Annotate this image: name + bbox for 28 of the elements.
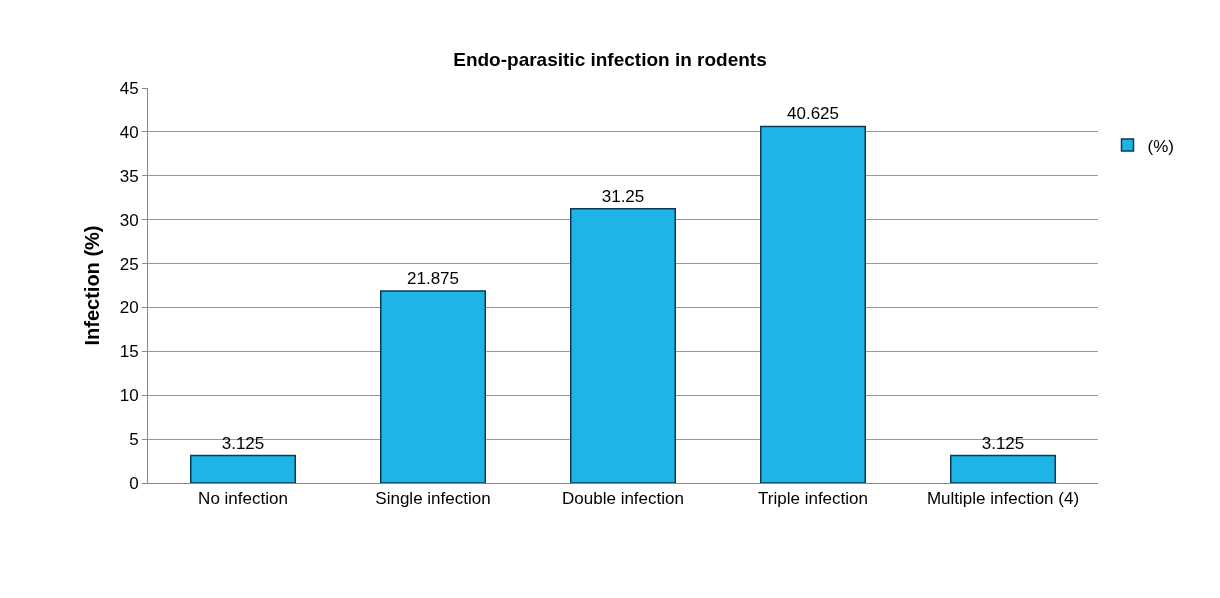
x-tick-label: Double infection (562, 489, 684, 509)
data-label: 31.25 (601, 186, 645, 206)
bar (380, 290, 486, 483)
data-label: 21.875 (407, 268, 459, 288)
y-tick-label: 0 (129, 473, 139, 493)
y-axis-title: Infection (%) (81, 225, 104, 346)
chart-title: Endo-parasitic infection in rodents (453, 49, 767, 71)
data-label: 3.125 (221, 433, 265, 453)
y-tick-label: 45 (119, 78, 139, 98)
x-tick-label: Single infection (375, 489, 491, 509)
bar (950, 454, 1056, 483)
bar (570, 207, 676, 483)
y-tick-label: 15 (119, 342, 139, 362)
y-tick-label: 35 (119, 166, 139, 186)
x-tick-label: Triple infection (758, 489, 868, 509)
y-tick-label: 20 (119, 298, 139, 318)
legend-label: (%) (1147, 136, 1174, 156)
x-tick-label: No infection (198, 489, 288, 509)
y-tick-label: 10 (119, 386, 139, 406)
bar (190, 454, 296, 483)
data-label: 3.125 (981, 433, 1025, 453)
bar (760, 125, 866, 483)
y-tick-label: 30 (119, 210, 139, 230)
y-tick-label: 25 (119, 254, 139, 274)
data-label: 40.625 (787, 104, 839, 124)
y-tick-label: 40 (119, 122, 139, 142)
y-tick-label: 5 (129, 430, 139, 450)
x-tick-label: Multiple infection (4) (926, 489, 1080, 509)
